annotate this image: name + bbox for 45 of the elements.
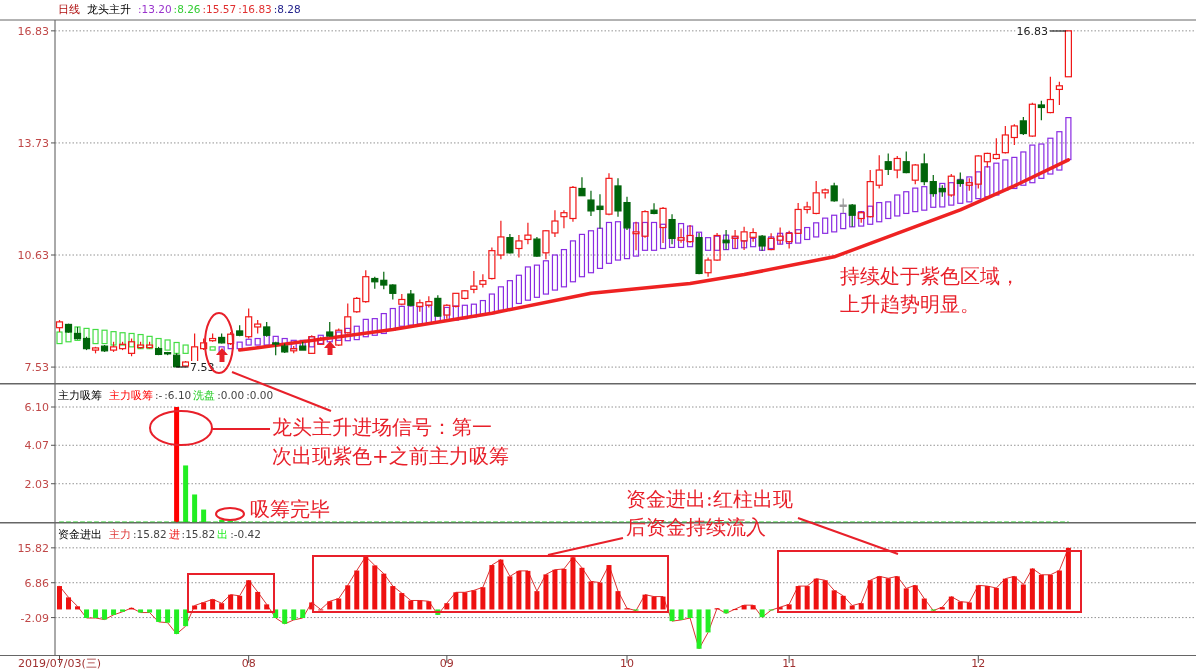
annotation: :- (155, 389, 163, 401)
annotation: :0.00 (246, 389, 274, 401)
annotation: :15.82 (133, 528, 167, 540)
y-tick-label: 6.86 (24, 576, 49, 590)
chart-title: 日线 (58, 3, 80, 15)
text: :16.83 (238, 3, 272, 15)
annotation: 16.83 (1016, 25, 1048, 38)
y-tick-label: 16.83 (17, 24, 49, 38)
annotation: 上升趋势明显。 (840, 292, 980, 316)
x-tick-label: 10 (620, 657, 634, 670)
annotation: 吸筹完毕 (250, 497, 330, 521)
y-tick-label: 2.03 (24, 477, 49, 491)
y-tick-label: 10.63 (17, 249, 49, 263)
text: :8.26 (173, 3, 201, 15)
y-tick-label: 4.07 (24, 439, 49, 453)
text: :15.57 (202, 3, 237, 15)
text: 洗盘 (193, 389, 216, 401)
annotation: 资金进出:红柱出现 (626, 487, 793, 511)
x-tick-label: 12 (971, 657, 986, 670)
text: 出 (217, 528, 229, 540)
text: :8.28 (273, 3, 301, 15)
y-tick-label: -2.09 (20, 611, 49, 625)
annotation: :6.10 (164, 389, 192, 401)
annotation: :15.82 (181, 528, 216, 540)
y-tick-label: 15.82 (17, 541, 49, 555)
text: :13.20 (138, 3, 172, 15)
y-tick-label: 13.73 (17, 136, 49, 150)
annotation: :0.00 (217, 389, 245, 401)
annotation: 后资金持续流入 (626, 515, 766, 539)
chart-subtitle: 龙头主升 (87, 3, 131, 15)
x-tick-label: 09 (439, 657, 454, 670)
annotation: 次出现紫色+之前主力吸筹 (272, 444, 509, 468)
text: 主力吸筹 (109, 389, 153, 401)
text: 资金进出 (58, 528, 102, 540)
annotation: 龙头主升进场信号：第一 (272, 415, 492, 439)
y-tick-label: 6.10 (24, 401, 49, 414)
x-tick-label: 2019/07/03(三) (18, 657, 101, 670)
annotation: 持续处于紫色区域， (840, 264, 1020, 288)
text: 主力 (109, 528, 131, 540)
text: 主力吸筹 (58, 389, 102, 401)
text: 进 (168, 528, 180, 540)
y-tick-label: 7.53 (24, 361, 49, 375)
annotation: :-0.42 (230, 528, 261, 540)
x-tick-label: 11 (782, 657, 797, 670)
x-tick-label: 08 (241, 657, 256, 670)
